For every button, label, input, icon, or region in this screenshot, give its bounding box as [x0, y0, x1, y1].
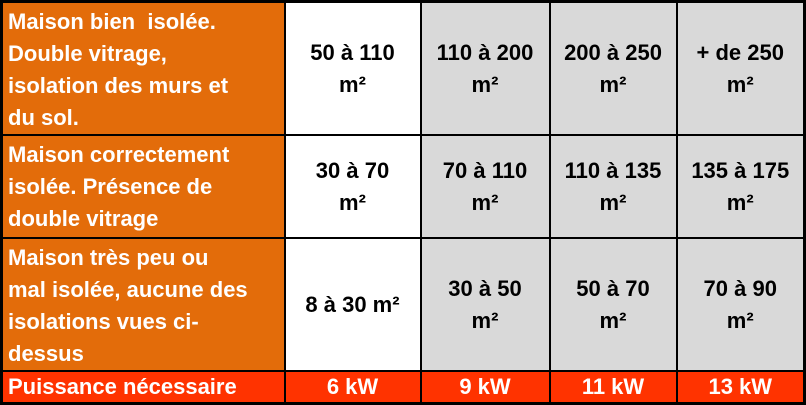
row-label-correctly-insulated: Maison correctement isolée. Présence de … [0, 134, 286, 239]
cell-well-insulated-11kw: 200 à 250 m² [548, 0, 678, 136]
cell-poorly-insulated-9kw: 30 à 50 m² [419, 237, 551, 372]
cell-poorly-insulated-11kw: 50 à 70 m² [548, 237, 678, 372]
cell-poorly-insulated-13kw: 70 à 90 m² [675, 237, 806, 372]
row-label-well-insulated: Maison bien isolée. Double vitrage, isol… [0, 0, 286, 136]
table-row-correctly-insulated: Maison correctement isolée. Présence de … [0, 134, 806, 239]
cell-well-insulated-9kw: 110 à 200 m² [419, 0, 551, 136]
cell-well-insulated-13kw: + de 250 m² [675, 0, 806, 136]
cell-poorly-insulated-6kw: 8 à 30 m² [283, 237, 422, 372]
footer-label-required-power: Puissance nécessaire [0, 370, 286, 404]
table-row-poorly-insulated: Maison très peu ou mal isolée, aucune de… [0, 237, 806, 372]
row-label-poorly-insulated: Maison très peu ou mal isolée, aucune de… [0, 237, 286, 372]
footer-value-9kw: 9 kW [419, 370, 551, 404]
table-row-required-power: Puissance nécessaire 6 kW 9 kW 11 kW 13 … [0, 370, 806, 404]
cell-correctly-insulated-11kw: 110 à 135 m² [548, 134, 678, 239]
cell-correctly-insulated-6kw: 30 à 70 m² [283, 134, 422, 239]
table-row-well-insulated: Maison bien isolée. Double vitrage, isol… [0, 0, 806, 136]
cell-correctly-insulated-9kw: 70 à 110 m² [419, 134, 551, 239]
footer-value-6kw: 6 kW [283, 370, 422, 404]
cell-correctly-insulated-13kw: 135 à 175 m² [675, 134, 806, 239]
footer-value-13kw: 13 kW [675, 370, 806, 404]
footer-value-11kw: 11 kW [548, 370, 678, 404]
cell-well-insulated-6kw: 50 à 110 m² [283, 0, 422, 136]
